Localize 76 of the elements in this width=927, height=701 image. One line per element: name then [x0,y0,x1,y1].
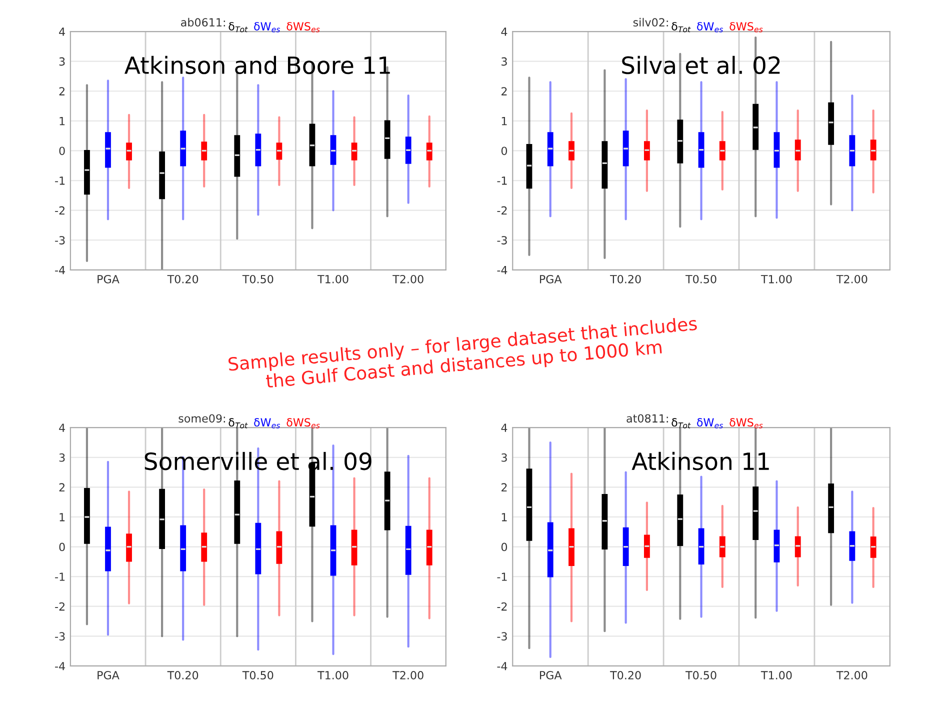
y-tick-label: 2 [59,483,64,492]
x-tick-label: T1.00 [760,274,792,284]
y-tick-label: -1 [497,176,507,185]
y-tick-label: -3 [497,632,507,641]
chart-title: ab0611: [181,18,225,27]
x-tick-label: PGA [98,671,120,680]
text: δW$_{es}$ [254,22,280,32]
y-tick-label: 1 [60,513,65,522]
y-tick-label: 4 [501,28,508,36]
x-tick-label: PGA [540,274,562,284]
y-tick-label: -1 [497,572,507,581]
x-tick-label: T1.00 [317,274,348,284]
x-tick-label: T2.00 [392,671,424,680]
text: δWS$_{es}$ [286,22,320,32]
chart-title: at0811: [626,414,668,423]
y-tick-label: 1 [502,513,507,522]
y-tick-label: 4 [59,28,65,36]
y-tick-label: 1 [60,117,65,126]
x-tick-label: T0.20 [167,274,198,284]
y-tick-label: 0 [501,146,508,156]
x-tick-label: PGA [540,671,562,680]
text: Atkinson and Boore 11 [124,56,390,74]
y-tick-label: -1 [55,176,65,185]
text: δW$_{es}$ [697,418,723,428]
text: δW$_{es}$ [254,418,280,428]
y-tick-label: 0 [59,542,65,552]
x-tick-label: T0.50 [685,274,716,284]
y-tick-label: 0 [501,542,508,552]
y-tick-label: 2 [502,483,507,492]
text: δWS$_{es}$ [730,22,763,32]
y-tick-label: 4 [501,424,508,432]
y-tick-label: -2 [55,602,64,611]
y-tick-label: 3 [502,57,507,66]
y-tick-label: -4 [497,662,508,670]
text: δWS$_{es}$ [730,418,763,428]
x-tick-label: T0.20 [610,274,641,284]
text: Sample results only – for large dataset that includes the Gulf Coast and distances up to 1000 km [228,316,698,392]
y-tick-label: 1 [502,117,507,126]
y-tick-label: 2 [59,87,64,96]
x-tick-label: T0.50 [685,671,716,680]
y-tick-label: -2 [55,206,64,215]
y-tick-label: -2 [497,602,507,611]
text: δ$_{Tot}$ [672,22,691,32]
text: δ$_{Tot}$ [672,418,691,428]
y-tick-label: 3 [59,57,65,66]
chart-title: silv02: [633,18,668,27]
x-tick-label: T0.50 [242,671,274,680]
x-tick-label: T0.50 [242,274,274,284]
text: δ$_{Tot}$ [228,418,248,428]
y-tick-label: -3 [497,236,507,244]
x-tick-label: PGA [98,274,120,284]
y-tick-label: 3 [59,453,65,462]
text: δW$_{es}$ [697,22,723,32]
y-tick-label: -3 [55,632,65,641]
text: δ$_{Tot}$ [228,22,248,32]
y-tick-label: 2 [502,87,507,96]
y-tick-label: -3 [55,236,65,244]
x-tick-label: T0.20 [610,671,641,680]
x-tick-label: T2.00 [836,671,868,680]
y-tick-label: -4 [55,662,65,670]
y-tick-label: -2 [497,206,507,215]
x-tick-label: T2.00 [392,274,424,284]
text: Atkinson 11 [632,452,769,470]
x-tick-label: T2.00 [836,274,868,284]
y-tick-label: -1 [55,572,65,581]
text: δWS$_{es}$ [286,418,320,428]
x-tick-label: T0.20 [167,671,198,680]
y-tick-label: 3 [502,453,507,462]
y-tick-label: -4 [497,266,508,274]
y-tick-label: 4 [59,424,65,432]
x-tick-label: T1.00 [317,671,348,680]
text: Silva et al. 02 [622,56,780,74]
y-tick-label: -4 [55,266,65,274]
x-tick-label: T1.00 [760,671,792,680]
y-tick-label: 0 [59,146,65,156]
chart-title: some09: [178,414,225,423]
